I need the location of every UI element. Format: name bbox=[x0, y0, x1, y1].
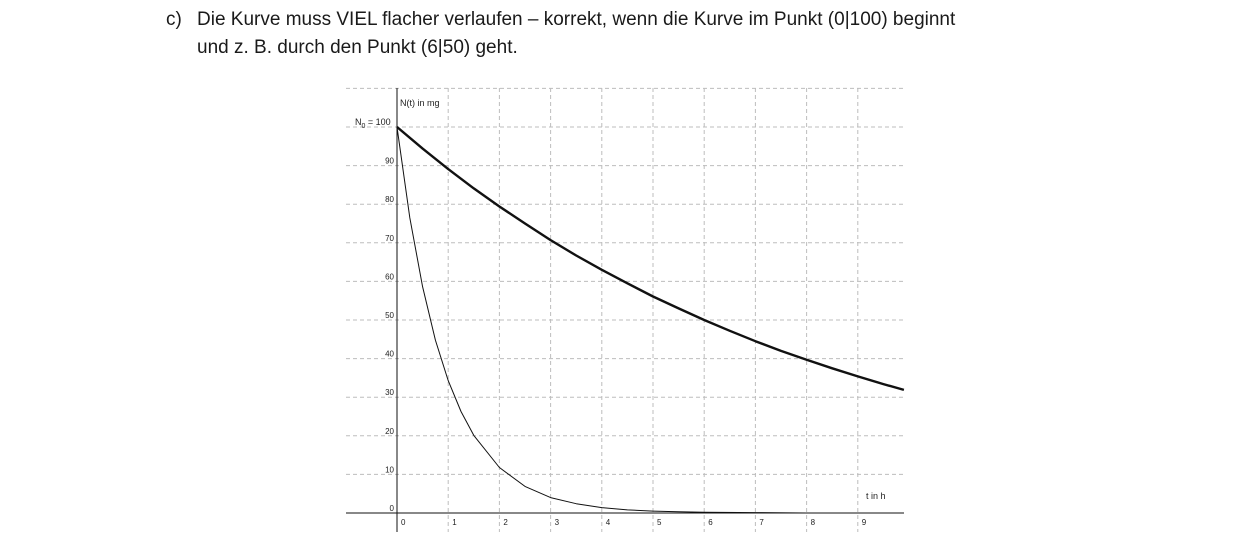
x-tick-label: 7 bbox=[759, 518, 764, 527]
x-tick-label: 6 bbox=[708, 518, 713, 527]
task-text-block: c) Die Kurve muss VIEL flacher verlaufen… bbox=[166, 6, 1166, 62]
flat-decay-curve bbox=[396, 126, 905, 392]
x-tick-label: 9 bbox=[862, 518, 867, 527]
chart-series bbox=[396, 126, 905, 514]
x-tick-label: 2 bbox=[503, 518, 508, 527]
x-tick-label: 1 bbox=[452, 518, 457, 527]
x-tick-label: 0 bbox=[401, 518, 406, 527]
y-tick-label: 50 bbox=[385, 311, 394, 320]
x-tick-label: 3 bbox=[555, 518, 560, 527]
y-tick-label: 60 bbox=[385, 272, 394, 281]
x-tick-label: 4 bbox=[606, 518, 611, 527]
task-first-line: c) Die Kurve muss VIEL flacher verlaufen… bbox=[166, 6, 1166, 34]
x-tick-label: 5 bbox=[657, 518, 662, 527]
y-tick-label: 90 bbox=[385, 157, 394, 166]
y-tick-label: 0 bbox=[390, 504, 395, 513]
y-tick-label: 80 bbox=[385, 195, 394, 204]
y-axis-label: N(t) in mg bbox=[400, 98, 440, 108]
n0-symbol: N bbox=[355, 117, 362, 127]
chart-grid bbox=[346, 87, 904, 532]
n0-value: = 100 bbox=[365, 117, 390, 127]
task-text-line-2: und z. B. durch den Punkt (6|50) geht. bbox=[197, 37, 518, 58]
n0-subscript: 0 bbox=[362, 123, 366, 130]
task-label: c) bbox=[166, 9, 182, 30]
y-tick-label: 30 bbox=[385, 388, 394, 397]
x-tick-label: 8 bbox=[811, 518, 816, 527]
steep-decay-curve bbox=[396, 126, 904, 514]
y-tick-label: 10 bbox=[385, 465, 394, 474]
task-text-line-1: Die Kurve muss VIEL flacher verlaufen – … bbox=[197, 9, 956, 30]
y-tick-label: 40 bbox=[385, 350, 394, 359]
y-tick-label: 70 bbox=[385, 234, 394, 243]
x-axis-label: t in h bbox=[866, 491, 886, 501]
n0-label: N0 = 100 bbox=[355, 117, 391, 130]
y-tick-label: 20 bbox=[385, 427, 394, 436]
